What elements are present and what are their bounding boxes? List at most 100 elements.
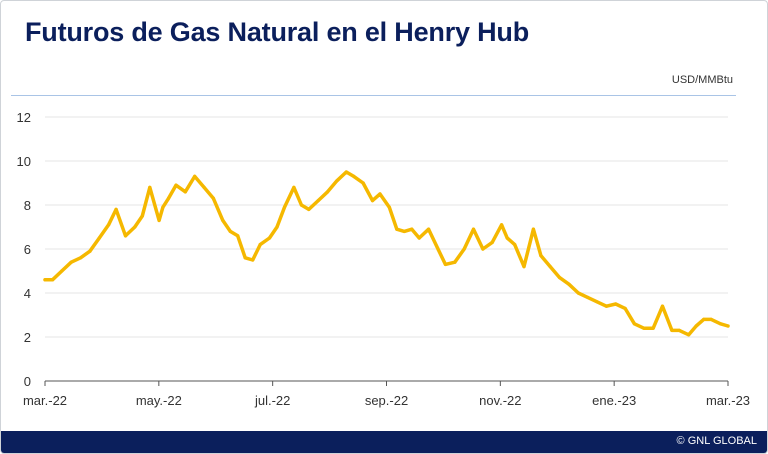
data-point [60, 269, 64, 273]
data-point [361, 181, 365, 185]
header-divider [11, 95, 736, 96]
x-tick-label: nov.-22 [479, 393, 521, 408]
data-point [97, 236, 101, 240]
data-point [299, 203, 303, 207]
data-point [174, 183, 178, 187]
x-tick-label: mar.-23 [706, 393, 750, 408]
data-point [107, 223, 111, 227]
data-point [576, 291, 580, 295]
data-point [410, 227, 414, 231]
copyright-text: © GNL GLOBAL [676, 435, 757, 447]
data-point [660, 304, 665, 308]
data-point [718, 322, 723, 326]
data-point [258, 243, 262, 247]
data-point [677, 328, 681, 332]
data-point [471, 227, 476, 231]
data-point [221, 218, 225, 222]
data-point [387, 205, 391, 209]
data-point [133, 225, 137, 229]
data-point [709, 317, 713, 321]
data-point [453, 260, 457, 264]
data-point [236, 234, 240, 238]
data-point [202, 185, 206, 189]
data-point [193, 174, 197, 178]
data-point [558, 276, 562, 280]
data-point [539, 254, 543, 258]
data-point [211, 196, 215, 200]
data-point [251, 258, 255, 262]
data-point [651, 326, 655, 330]
data-point [307, 207, 311, 211]
data-point [352, 174, 356, 178]
data-point [402, 229, 406, 233]
data-point [157, 218, 161, 222]
data-point [567, 282, 571, 286]
data-point [462, 247, 466, 251]
gridlines [45, 116, 728, 338]
data-point [183, 190, 187, 194]
x-tick-label: mar.-22 [23, 393, 67, 408]
data-point [623, 306, 627, 310]
data-point [670, 328, 674, 332]
data-point [43, 278, 47, 282]
data-point [687, 333, 691, 337]
data-point [427, 227, 431, 231]
data-point [417, 236, 421, 240]
data-point [335, 179, 339, 183]
data-point [370, 199, 375, 203]
data-point [702, 317, 706, 321]
data-point [326, 190, 330, 194]
data-point [500, 223, 504, 227]
data-point [614, 302, 618, 306]
data-point [443, 262, 447, 266]
x-tick-label: may.-22 [136, 393, 182, 408]
data-point [79, 256, 83, 260]
data-point [282, 205, 287, 209]
x-axis-tick-labels: mar.-22 may.-22 jul.-22 sep.-22 nov.-22 ene.-… [23, 393, 750, 408]
data-point [726, 324, 730, 328]
page-title: Futuros de Gas Natural en el Henry Hub [25, 17, 530, 47]
x-tick-label: sep.-22 [365, 393, 408, 408]
data-point [481, 247, 485, 251]
data-point [166, 196, 171, 200]
data-point [586, 295, 590, 299]
data-point [292, 185, 296, 189]
y-tick-label: 4 [24, 286, 31, 301]
data-point [161, 205, 165, 209]
data-point [344, 170, 348, 174]
data-point [378, 192, 382, 196]
y-tick-label: 12 [17, 110, 31, 125]
x-axis [44, 380, 729, 386]
data-point [267, 236, 272, 240]
y-tick-label: 6 [24, 242, 31, 257]
series-line [43, 170, 730, 337]
data-point [395, 227, 399, 231]
unit-label: USD/MMBtu [671, 74, 733, 86]
y-tick-label: 2 [24, 330, 31, 345]
data-point [522, 265, 526, 269]
data-point [69, 260, 73, 264]
data-point [632, 322, 637, 326]
y-tick-label: 0 [24, 374, 31, 389]
data-point [513, 243, 517, 247]
y-tick-label: 10 [17, 154, 31, 169]
data-point [505, 236, 509, 240]
data-point [604, 304, 609, 308]
x-tick-label: jul.-22 [254, 393, 290, 408]
y-axis-tick-labels: 0 2 4 6 8 10 12 [17, 110, 31, 389]
data-point [123, 234, 128, 238]
x-tick-label: ene.-23 [592, 393, 636, 408]
data-point [114, 207, 118, 211]
data-point [490, 240, 494, 244]
data-point [50, 278, 55, 282]
footer-bar: © GNL GLOBAL [1, 431, 767, 453]
data-point [548, 265, 552, 269]
y-tick-label: 8 [24, 198, 31, 213]
line-chart: 0 2 4 6 8 10 12 mar.-22 may.-22 jul.-22 sep.-22 no… [17, 110, 751, 408]
data-point [436, 247, 440, 251]
data-point [316, 199, 320, 203]
data-point [642, 326, 646, 330]
data-point [243, 256, 247, 260]
data-point [595, 300, 599, 304]
